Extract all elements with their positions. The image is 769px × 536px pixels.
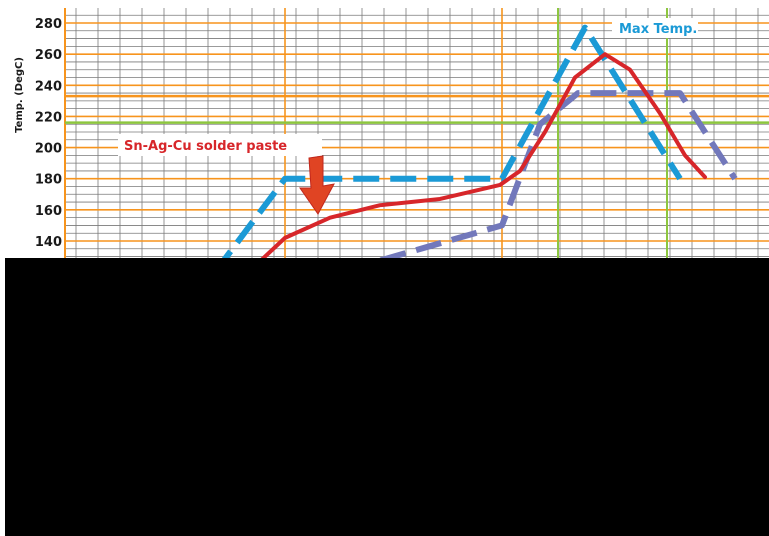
y-tick-label: 180: [35, 173, 62, 188]
redacted-region: [5, 258, 769, 536]
solder-paste-callout-box: [118, 134, 322, 156]
series-line-1: [248, 52, 707, 273]
y-tick-labels: 140 160 180 200 220 240 260 280: [35, 17, 62, 250]
y-tick-label: 160: [35, 204, 62, 219]
y-tick-label: 200: [35, 142, 62, 157]
y-tick-label: 220: [35, 110, 62, 125]
y-axis-label: Temp. (DegC): [14, 57, 25, 133]
solder-paste-arrow: [299, 155, 335, 215]
max-temp-label: Max Temp.: [619, 22, 697, 37]
reference-lines: [65, 94, 769, 124]
max-temp-callout: Max Temp.: [612, 18, 698, 38]
y-tick-label: 240: [35, 79, 62, 94]
y-tick-label: 140: [35, 235, 62, 250]
series-layer: [212, 24, 738, 274]
max-temp-callout-box: [612, 18, 698, 38]
y-tick-label: 280: [35, 17, 62, 32]
solder-paste-callout: Sn-Ag-Cu solder paste: [118, 134, 335, 215]
y-tick-label: 260: [35, 48, 62, 63]
solder-paste-label: Sn-Ag-Cu solder paste: [124, 139, 287, 154]
series-line-0: [212, 24, 683, 274]
